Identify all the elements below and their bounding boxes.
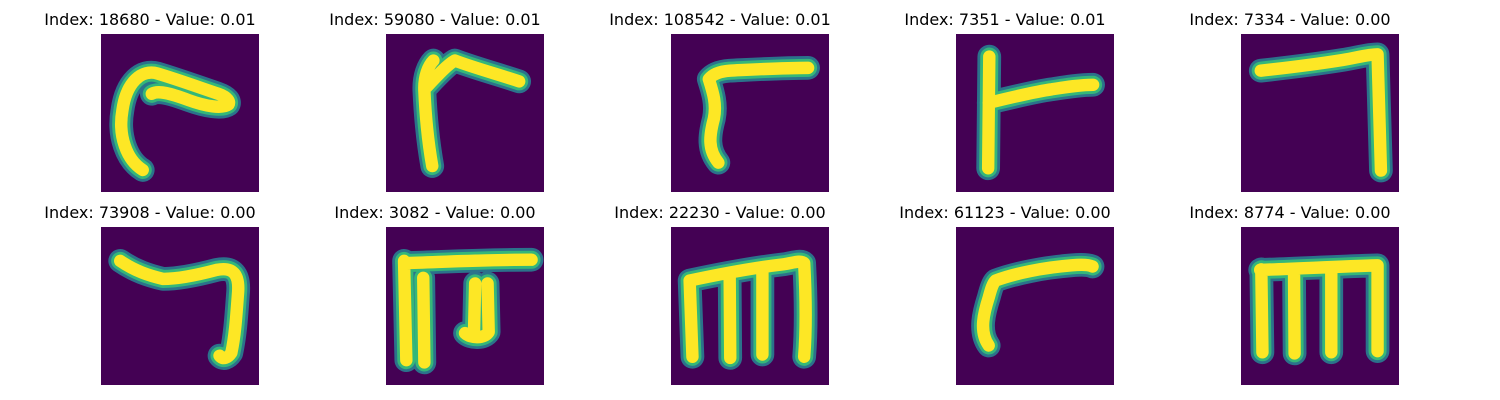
grid-panel: Index: 7334 - Value: 0.00 <box>1140 0 1440 192</box>
glyph-image <box>956 34 1114 192</box>
panel-title: Index: 59080 - Value: 0.01 <box>329 10 541 29</box>
panel-title: Index: 7334 - Value: 0.00 <box>1189 10 1391 29</box>
panel-title: Index: 18680 - Value: 0.01 <box>44 10 256 29</box>
glyph-image-m-flat <box>1241 227 1399 385</box>
glyph-stroke <box>1254 48 1388 177</box>
glyph-stroke <box>981 50 1100 175</box>
glyph-image <box>956 227 1114 385</box>
glyph-image-hook <box>101 34 259 192</box>
panel-title: Index: 108542 - Value: 0.01 <box>609 10 831 29</box>
glyph-image <box>671 34 829 192</box>
grid-panel: Index: 18680 - Value: 0.01 <box>0 0 300 192</box>
grid-panel: Index: 108542 - Value: 0.01 <box>570 0 870 192</box>
glyph-image-corner-thin <box>956 227 1114 385</box>
grid-panel: Index: 7351 - Value: 0.01 <box>855 0 1155 192</box>
glyph-image <box>671 227 829 385</box>
grid-panel: Index: 59080 - Value: 0.01 <box>285 0 585 192</box>
panel-title: Index: 7351 - Value: 0.01 <box>904 10 1106 29</box>
glyph-image-slant-corner <box>671 34 829 192</box>
glyph-stroke <box>113 254 245 365</box>
glyph-image-corner-left <box>386 34 544 192</box>
glyph-stroke <box>976 258 1099 352</box>
panel-title: Index: 22230 - Value: 0.00 <box>614 203 826 222</box>
glyph-image <box>1241 227 1399 385</box>
glyph-image <box>1241 34 1399 192</box>
panel-title: Index: 73908 - Value: 0.00 <box>44 203 256 222</box>
panel-title: Index: 8774 - Value: 0.00 <box>1189 203 1391 222</box>
glyph-stroke <box>115 66 236 177</box>
glyph-image <box>101 34 259 192</box>
glyph-image <box>386 34 544 192</box>
glyph-stroke <box>397 253 538 369</box>
grid-panel: Index: 73908 - Value: 0.00 <box>0 193 300 385</box>
grid-panel: Index: 22230 - Value: 0.00 <box>570 193 870 385</box>
grid-panel: Index: 61123 - Value: 0.00 <box>855 193 1155 385</box>
glyph-image-corner-right <box>1241 34 1399 192</box>
glyph-stroke <box>702 61 815 169</box>
glyph-stroke <box>1253 259 1384 360</box>
grid-panel: Index: 8774 - Value: 0.00 <box>1140 193 1440 385</box>
panel-title: Index: 61123 - Value: 0.00 <box>899 203 1111 222</box>
glyph-image <box>386 227 544 385</box>
grid-panel: Index: 3082 - Value: 0.00 <box>285 193 585 385</box>
glyph-image-pi <box>386 227 544 385</box>
glyph-image-seven <box>101 227 259 385</box>
glyph-stroke <box>418 54 526 173</box>
glyph-stroke <box>683 255 812 365</box>
glyph-image-tee <box>956 34 1114 192</box>
glyph-image <box>101 227 259 385</box>
panel-title: Index: 3082 - Value: 0.00 <box>334 203 536 222</box>
glyph-image-m-arch <box>671 227 829 385</box>
